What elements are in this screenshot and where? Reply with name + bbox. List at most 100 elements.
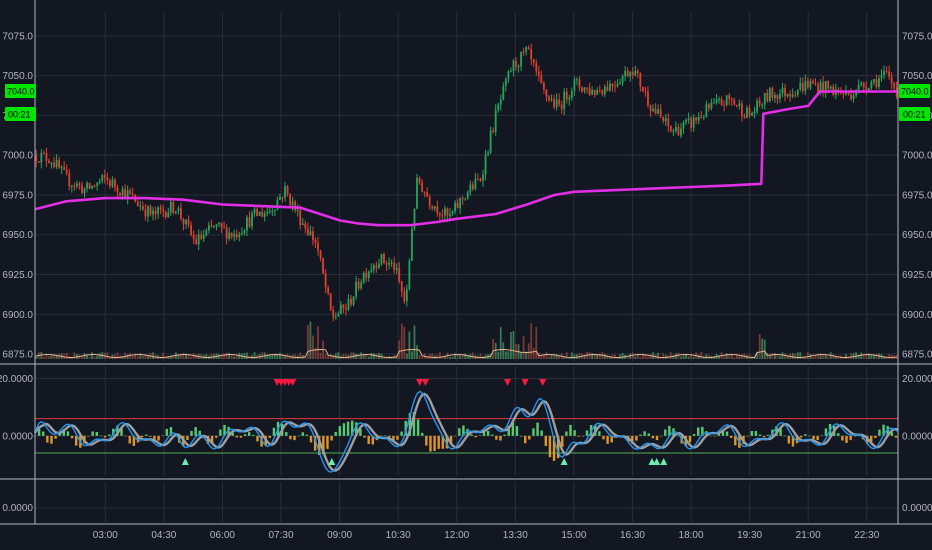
candle-body [482, 174, 484, 181]
volume-bar [233, 356, 236, 359]
candle-body [187, 219, 190, 226]
candle-body [304, 223, 307, 229]
oscillator-histogram-bar [153, 435, 156, 441]
candle-body [634, 70, 637, 76]
oscillator-histogram-bar [453, 435, 457, 437]
candle-body [735, 105, 738, 107]
candle-body [677, 126, 680, 136]
candle-body [263, 213, 266, 217]
oscillator-histogram-bar [697, 427, 700, 436]
oscillator-histogram-bar [289, 435, 292, 440]
oscillator-histogram-bar [824, 428, 828, 436]
volume-bar [50, 355, 53, 359]
candle-body [324, 273, 327, 288]
oscillator-histogram-bar [297, 435, 300, 437]
volume-bar [687, 356, 690, 359]
candle-body [78, 183, 81, 186]
oscillator-histogram-bar [816, 435, 819, 440]
candle-body [372, 265, 375, 270]
candle-body [581, 87, 583, 92]
last-price-right-label: 7040.0 [901, 87, 929, 97]
volume-bar [141, 355, 144, 359]
volume-bar [700, 352, 703, 359]
volume-bar [740, 354, 743, 359]
candle-body [456, 202, 459, 209]
oscillator-histogram-bar [548, 435, 552, 458]
oscillator-histogram-bar [556, 435, 560, 459]
volume-bar [563, 356, 566, 359]
candle-body [893, 82, 896, 88]
oscillator-histogram-bar [149, 435, 152, 437]
oscillator-histogram-bar [441, 435, 445, 449]
candle-body [497, 104, 500, 111]
volume-bar [416, 345, 418, 359]
candle-body [520, 51, 522, 67]
price-y-tick-left: 7000.0 [2, 151, 33, 162]
candle-body [880, 75, 883, 79]
candle-body [273, 209, 276, 211]
candle-body [312, 231, 314, 241]
volume-bar [819, 353, 822, 359]
volume-bar [131, 355, 134, 359]
time-axis-tick: 22:30 [854, 530, 879, 541]
candle-body [289, 193, 291, 206]
volume-bar [312, 335, 314, 359]
oscillator-histogram-bar [37, 428, 41, 436]
candle-body [522, 51, 525, 53]
candle-body [791, 94, 794, 97]
candle-body [284, 186, 286, 198]
volume-bar [796, 352, 799, 359]
oscillator-histogram-bar [532, 428, 535, 436]
volume-bar [200, 353, 203, 359]
oscillator-y-tick-left: 20.0000 [0, 374, 33, 385]
candle-body [499, 99, 502, 105]
volume-bar [45, 354, 48, 359]
oscillator-histogram-bar [318, 435, 321, 456]
volume-bar [108, 356, 111, 359]
candle-body [73, 185, 76, 187]
oscillator-histogram-bar [346, 421, 350, 436]
volume-bar [454, 353, 456, 359]
oscillator-histogram-bar [433, 435, 436, 451]
candle-body [423, 191, 426, 193]
candle-body [675, 126, 677, 132]
oscillator-histogram-bar [668, 425, 671, 436]
candle-body [817, 84, 819, 93]
volume-bar [284, 355, 286, 359]
volume-panel [35, 321, 898, 359]
candle-body [728, 95, 731, 99]
candle-body [710, 102, 713, 109]
volume-bar [543, 354, 545, 359]
candle-body [388, 262, 390, 265]
volume-bar [530, 323, 533, 359]
candle-body [776, 95, 779, 99]
candle-body [233, 234, 236, 237]
candle-body [393, 262, 396, 270]
candle-body [159, 207, 162, 210]
time-axis-tick: 21:00 [796, 530, 821, 541]
candle-body [240, 233, 243, 235]
buy-signal-marker [648, 458, 656, 465]
oscillator-histogram-bar [515, 426, 519, 436]
volume-bar [411, 351, 413, 359]
candle-body [667, 118, 670, 127]
oscillator-histogram-bar [272, 427, 276, 436]
oscillator-histogram-bar [762, 435, 766, 437]
volume-bar [309, 321, 312, 359]
oscillator-histogram-bar [837, 433, 840, 436]
volume-bar [512, 331, 515, 359]
volume-bar [812, 356, 814, 359]
volume-bar [93, 356, 96, 359]
volume-bar [794, 353, 797, 359]
volume-bar [555, 354, 558, 359]
oscillator-histogram-bar [256, 435, 259, 442]
volume-bar [40, 352, 43, 359]
oscillator-histogram-bar [379, 435, 383, 437]
candle-body [139, 205, 142, 207]
oscillator-histogram-bar [647, 433, 650, 436]
volume-bar [357, 355, 360, 359]
candle-body [218, 222, 220, 225]
candle-body [50, 162, 53, 164]
volume-bar [266, 354, 269, 359]
